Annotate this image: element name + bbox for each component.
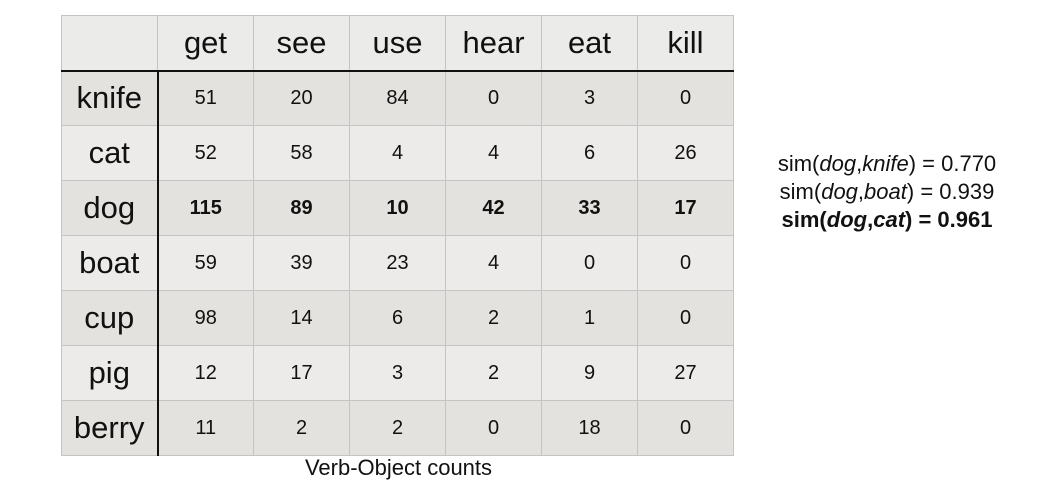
sim-value: 0.770	[941, 151, 997, 176]
count-cell: 17	[253, 345, 350, 401]
table-row: knife 51 20 84 0 3 0	[61, 70, 734, 126]
count-cell: 14	[253, 290, 350, 346]
count-cell: 6	[349, 290, 446, 346]
count-cell: 20	[253, 70, 350, 126]
count-cell: 59	[157, 235, 254, 291]
similarity-line: sim(dog,knife) = 0.770	[742, 150, 1032, 178]
column-header: kill	[637, 15, 734, 72]
column-header: use	[349, 15, 446, 72]
count-cell: 51	[157, 70, 254, 126]
sim-value: 0.961	[937, 207, 993, 232]
count-cell: 0	[541, 235, 638, 291]
count-cell: 18	[541, 400, 638, 456]
count-cell: 4	[349, 125, 446, 181]
sim-prefix: sim(	[777, 151, 820, 176]
sim-separator: ,	[856, 151, 863, 176]
count-cell: 0	[637, 235, 734, 291]
column-header: get	[157, 15, 254, 72]
table-row: berry 11 2 2 0 18 0	[61, 400, 734, 456]
sim-term-a: dog	[821, 179, 858, 204]
similarity-list: sim(dog,knife) = 0.770 sim(dog,boat) = 0.…	[742, 150, 1032, 234]
column-header: hear	[445, 15, 542, 72]
count-cell: 27	[637, 345, 734, 401]
row-label: cat	[61, 125, 159, 181]
count-cell: 26	[637, 125, 734, 181]
count-cell: 1	[541, 290, 638, 346]
table-caption: Verb-Object counts	[304, 455, 493, 480]
count-cell: 10	[349, 180, 446, 236]
table-row: pig 12 17 3 2 9 27	[61, 345, 734, 401]
count-cell: 33	[541, 180, 638, 236]
table-row: boat 59 39 23 4 0 0	[61, 235, 734, 291]
column-header: eat	[541, 15, 638, 72]
count-cell: 115	[157, 180, 254, 236]
count-cell: 98	[157, 290, 254, 346]
similarity-line: sim(dog,cat) = 0.961	[742, 206, 1032, 234]
row-label: cup	[61, 290, 159, 346]
sim-suffix: ) =	[906, 179, 940, 204]
count-cell: 0	[445, 70, 542, 126]
count-cell: 4	[445, 125, 542, 181]
count-cell: 0	[445, 400, 542, 456]
count-cell: 9	[541, 345, 638, 401]
count-cell: 4	[445, 235, 542, 291]
sim-term-a: dog	[819, 151, 857, 176]
similarity-line: sim(dog,boat) = 0.939	[742, 178, 1032, 206]
table-row: cat 52 58 4 4 6 26	[61, 125, 734, 181]
sim-suffix: ) =	[905, 207, 938, 232]
count-cell: 3	[349, 345, 446, 401]
count-cell: 58	[253, 125, 350, 181]
verb-object-table: get see use hear eat kill knife 51 20 84 0 3 0…	[61, 15, 734, 456]
count-cell: 3	[541, 70, 638, 126]
count-cell: 39	[253, 235, 350, 291]
count-cell: 52	[157, 125, 254, 181]
count-cell: 84	[349, 70, 446, 126]
count-cell: 0	[637, 70, 734, 126]
count-cell: 42	[445, 180, 542, 236]
count-cell: 17	[637, 180, 734, 236]
sim-separator: ,	[857, 179, 865, 204]
count-cell: 11	[157, 400, 254, 456]
table-row: cup 98 14 6 2 1 0	[61, 290, 734, 346]
count-cell: 12	[157, 345, 254, 401]
column-header: see	[253, 15, 350, 72]
count-cell: 2	[349, 400, 446, 456]
sim-separator: ,	[867, 207, 874, 232]
count-cell: 2	[445, 290, 542, 346]
count-cell: 2	[445, 345, 542, 401]
table-row: dog 115 89 10 42 33 17	[61, 180, 734, 236]
sim-prefix: sim(	[781, 207, 827, 232]
row-label: berry	[61, 400, 159, 456]
sim-value: 0.939	[939, 179, 995, 204]
sim-term-a: dog	[826, 207, 868, 232]
sim-term-b: knife	[862, 151, 909, 176]
row-label: knife	[61, 70, 159, 126]
count-cell: 6	[541, 125, 638, 181]
count-cell: 2	[253, 400, 350, 456]
count-cell: 0	[637, 400, 734, 456]
sim-prefix: sim(	[779, 179, 822, 204]
corner-cell	[61, 15, 158, 72]
count-cell: 23	[349, 235, 446, 291]
sim-term-b: boat	[864, 179, 907, 204]
table-header-row: get see use hear eat kill	[61, 15, 734, 72]
count-cell: 89	[253, 180, 350, 236]
sim-suffix: ) =	[908, 151, 942, 176]
row-label: pig	[61, 345, 159, 401]
sim-term-b: cat	[873, 207, 906, 232]
row-label: boat	[61, 235, 159, 291]
count-cell: 0	[637, 290, 734, 346]
row-label: dog	[61, 180, 159, 236]
